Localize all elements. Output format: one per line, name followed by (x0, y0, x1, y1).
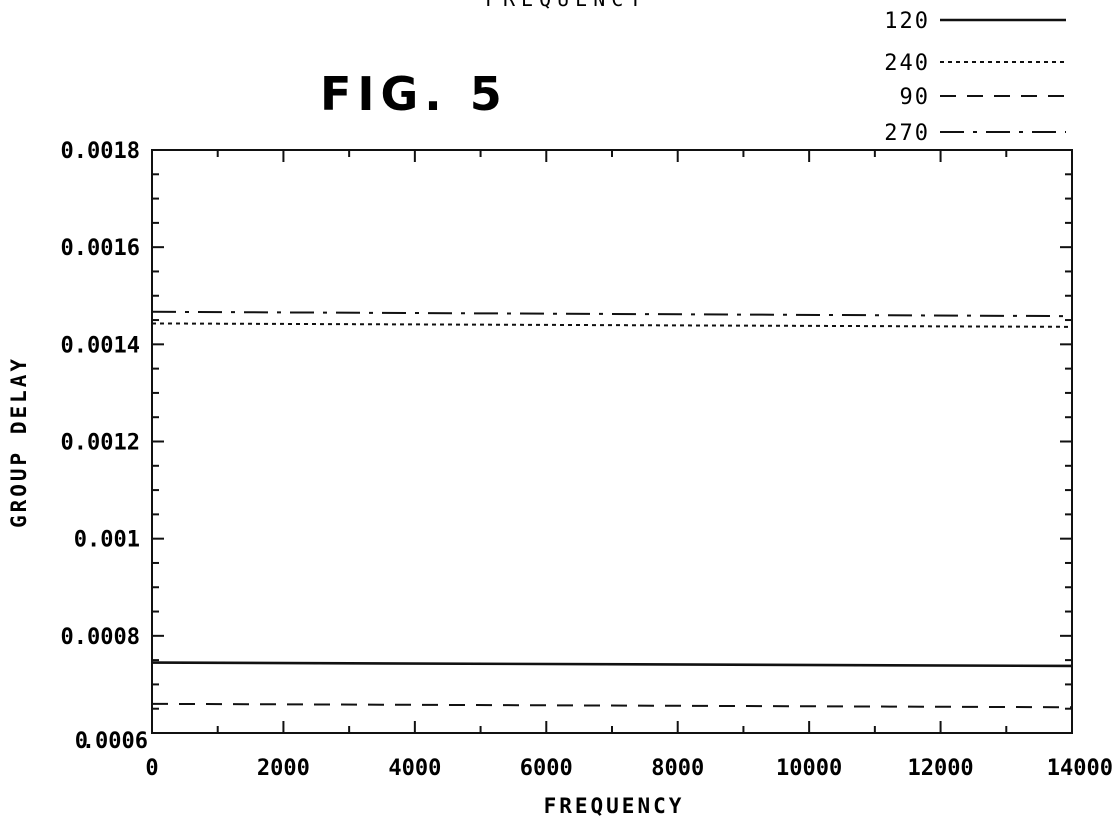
x-tick-label: 4000 (388, 756, 441, 781)
y-tick-label: 0.001 (74, 528, 140, 553)
legend-label-90: 90 (900, 85, 931, 110)
plot-frame (151, 149, 1073, 734)
y-tick-label-prefix: 0 (75, 729, 88, 754)
x-tick-label: 12000 (907, 756, 973, 781)
y-tick-label: 0.0008 (61, 625, 140, 650)
legend: 120 240 90 270 (884, 9, 1066, 146)
y-axis-label: GROUP DELAY (7, 356, 31, 528)
y-tick-label: 0.0018 (61, 139, 140, 164)
x-tick-label: 8000 (651, 756, 704, 781)
figure-title: FIG. 5 (320, 67, 508, 121)
series-lines (151, 310, 1073, 709)
series-line-240 (151, 322, 1073, 328)
legend-label-270: 270 (884, 121, 930, 146)
x-tick-label: 14000 (1047, 756, 1113, 781)
y-tick-label: 0.0012 (61, 431, 140, 456)
y-tick-label: 0.0014 (61, 333, 140, 358)
legend-label-240: 240 (884, 51, 930, 76)
x-tick-label: 6000 (520, 756, 573, 781)
series-line-90 (151, 702, 1073, 709)
x-tick-label: 2000 (257, 756, 310, 781)
legend-label-120: 120 (884, 9, 930, 34)
series-line-120 (151, 661, 1073, 668)
x-axis: 0 2000 4000 6000 8000 10000 12000 14000 (145, 150, 1113, 781)
y-tick-label: .0006 (82, 729, 148, 754)
series-line-270 (151, 310, 1073, 318)
x-tick-label: 0 (145, 756, 158, 781)
x-tick-label: 10000 (776, 756, 842, 781)
top-cut-text: FREQUENCY (485, 0, 647, 11)
x-axis-label: FREQUENCY (544, 794, 685, 818)
y-tick-label: 0.0016 (61, 236, 140, 261)
